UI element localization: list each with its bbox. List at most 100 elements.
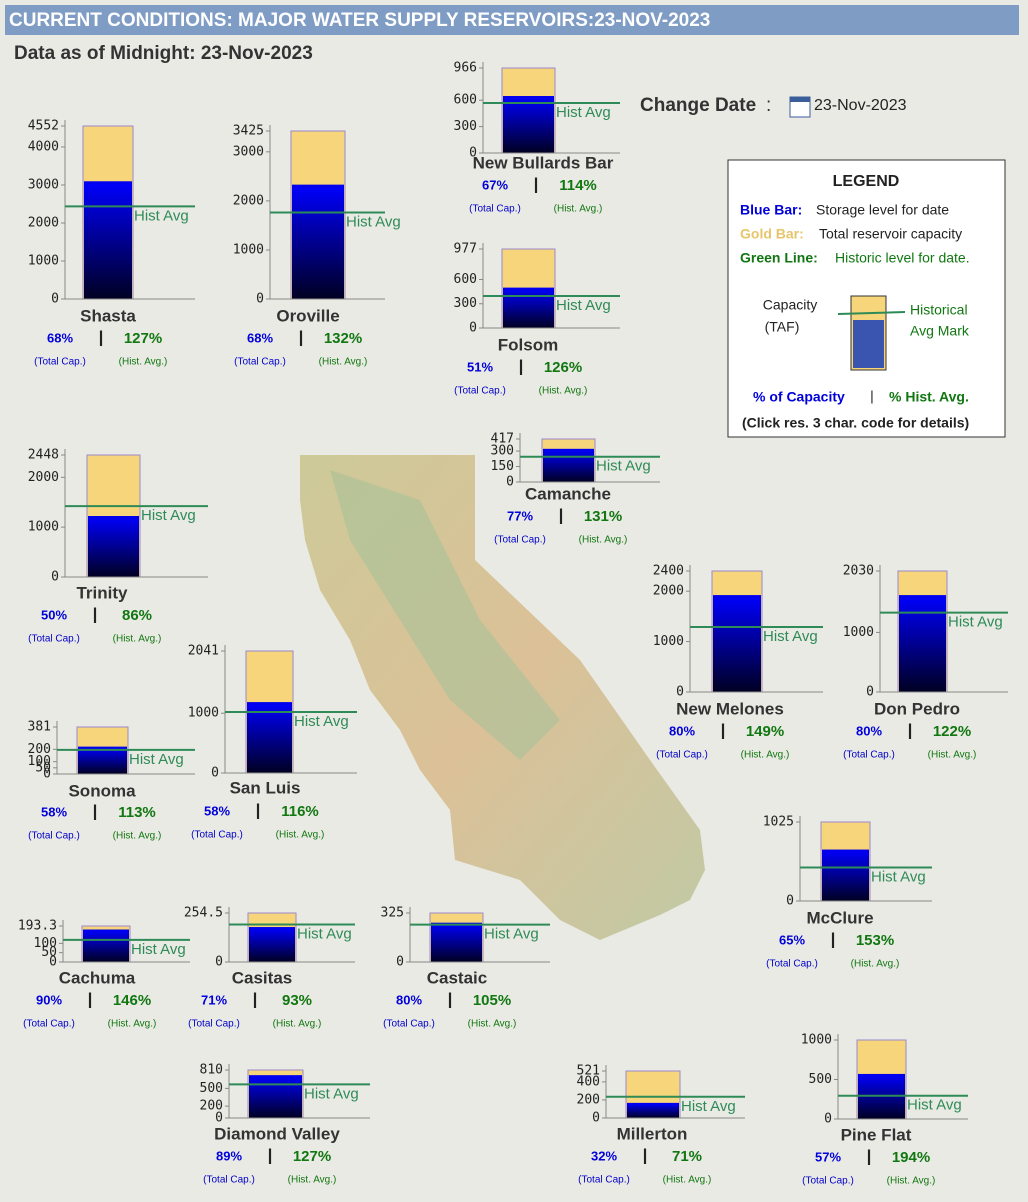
hist-note: (Hist. Avg.) (108, 1019, 157, 1030)
hist-note: (Hist. Avg.) (288, 1175, 337, 1186)
legend-title: LEGEND (833, 173, 900, 190)
storage-bar-top (247, 702, 292, 706)
pct-capacity: 80% (856, 723, 882, 738)
cap-note: (Total Cap.) (188, 1019, 240, 1030)
cap-note: (Total Cap.) (494, 535, 546, 546)
reservoir-name[interactable]: Folsom (498, 335, 558, 354)
legend-hist-line (837, 311, 906, 315)
pct-hist: 93% (282, 992, 312, 1009)
reservoir-name[interactable]: Camanche (525, 484, 611, 503)
y-tick-label: 3000 (233, 144, 264, 159)
y-tick-label: 966 (454, 61, 477, 76)
y-tick-label: 0 (51, 292, 59, 307)
y-tick-label: 810 (200, 1063, 223, 1078)
storage-bar-top (503, 287, 554, 291)
reservoir-name[interactable]: Don Pedro (874, 699, 960, 718)
storage-bar (249, 927, 295, 962)
change-date-label: Change Date (640, 95, 756, 116)
subtitle: Data as of Midnight: 23-Nov-2023 (14, 43, 313, 64)
storage-bar-top (713, 595, 761, 599)
y-tick-label: 100 (34, 936, 57, 951)
legend-key: Blue Bar: (740, 202, 802, 218)
reservoir-name[interactable]: Millerton (617, 1124, 688, 1143)
reservoir-name[interactable]: San Luis (230, 778, 301, 797)
y-tick-label: 100 (28, 754, 51, 769)
legend-text: Total reservoir capacity (819, 226, 962, 242)
separator: | (299, 327, 304, 346)
pct-hist: 105% (473, 992, 511, 1009)
cap-note: (Total Cap.) (234, 357, 286, 368)
cap-note: (Total Cap.) (656, 750, 708, 761)
hist-avg-label: Hist Avg (556, 297, 611, 314)
reservoir-name[interactable]: New Bullards Bar (473, 153, 614, 172)
storage-bar (899, 595, 946, 692)
reservoir-name[interactable]: Shasta (80, 306, 136, 325)
pct-capacity: 57% (815, 1149, 841, 1164)
hist-note: (Hist. Avg.) (741, 750, 790, 761)
y-tick-label: 600 (454, 272, 477, 287)
y-tick-label: 2400 (653, 564, 684, 579)
hist-avg-label: Hist Avg (134, 207, 189, 224)
calendar-icon-top (790, 97, 810, 102)
pct-capacity: 71% (201, 992, 227, 1007)
legend-text: Historic level for date. (835, 250, 970, 266)
legend-blue-bar (853, 320, 884, 368)
hist-avg-label: Hist Avg (141, 507, 196, 524)
pct-capacity: 58% (204, 803, 230, 818)
storage-bar (78, 746, 127, 774)
pct-capacity: 90% (36, 992, 62, 1007)
storage-bar-top (822, 849, 869, 853)
y-tick-label: 0 (824, 1112, 832, 1127)
hist-avg-label: Hist Avg (948, 614, 1003, 631)
separator: | (93, 604, 98, 623)
hist-note: (Hist. Avg.) (276, 830, 325, 841)
hist-avg-label: Hist Avg (484, 926, 539, 943)
central-valley (330, 470, 560, 760)
storage-bar-top (84, 181, 132, 185)
separator: | (253, 989, 258, 1008)
y-tick-label: 2000 (28, 470, 59, 485)
cap-note: (Total Cap.) (454, 386, 506, 397)
reservoir-name[interactable]: McClure (806, 908, 873, 927)
legend-text: (TAF) (765, 319, 800, 335)
reservoir-name[interactable]: Pine Flat (841, 1125, 912, 1144)
reservoir-name[interactable]: Cachuma (59, 968, 136, 987)
cap-note: (Total Cap.) (34, 357, 86, 368)
reservoir-name[interactable]: Casitas (232, 968, 292, 987)
hist-note: (Hist. Avg.) (579, 535, 628, 546)
separator: | (268, 1145, 273, 1164)
reservoir-name[interactable]: Diamond Valley (214, 1124, 340, 1143)
y-tick-label: 500 (200, 1081, 223, 1096)
pct-hist: 114% (559, 177, 597, 194)
reservoir-name[interactable]: Sonoma (68, 781, 136, 800)
legend-separator: | (870, 388, 874, 404)
reservoir-name[interactable]: New Melones (676, 699, 784, 718)
pct-capacity: 68% (247, 330, 273, 345)
y-tick-label: 200 (28, 742, 51, 757)
separator: | (93, 801, 98, 820)
reservoir-name[interactable]: Castaic (427, 968, 487, 987)
y-tick-label: 0 (256, 292, 264, 307)
reservoir-name[interactable]: Trinity (76, 583, 128, 602)
pct-hist: 116% (281, 803, 319, 820)
storage-bar-top (78, 746, 127, 750)
separator: | (88, 989, 93, 1008)
y-tick-label: 0 (43, 767, 51, 782)
storage-bar-top (88, 516, 139, 519)
y-tick-label: 0 (786, 894, 794, 909)
storage-bar (431, 922, 482, 962)
change-date[interactable]: 23-Nov-2023 (814, 97, 907, 114)
y-tick-label: 1000 (653, 634, 684, 649)
cap-note: (Total Cap.) (203, 1175, 255, 1186)
pct-capacity: 77% (507, 508, 533, 523)
pct-hist: 153% (856, 932, 894, 949)
reservoir-name[interactable]: Oroville (276, 306, 339, 325)
cap-note: (Total Cap.) (469, 204, 521, 215)
pct-capacity: 80% (669, 723, 695, 738)
y-tick-label: 0 (866, 685, 874, 700)
storage-bar (503, 96, 554, 153)
legend-text: Storage level for date (816, 202, 949, 218)
legend-text: Historical (910, 302, 968, 318)
storage-bar-top (543, 448, 594, 452)
